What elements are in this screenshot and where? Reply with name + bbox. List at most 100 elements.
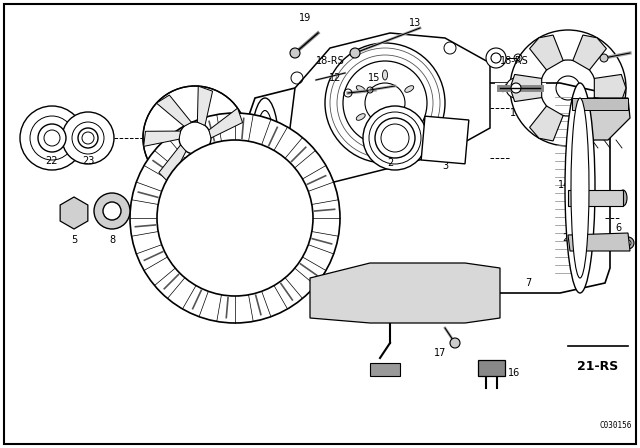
- Circle shape: [94, 193, 130, 229]
- Polygon shape: [159, 145, 186, 183]
- Circle shape: [82, 132, 94, 144]
- Polygon shape: [570, 98, 630, 140]
- Polygon shape: [144, 131, 180, 146]
- Text: 15: 15: [368, 73, 380, 83]
- Circle shape: [426, 282, 434, 290]
- Circle shape: [420, 303, 430, 313]
- Polygon shape: [370, 363, 400, 376]
- Text: 16: 16: [508, 368, 520, 378]
- Polygon shape: [595, 74, 626, 102]
- Text: 4: 4: [575, 153, 581, 163]
- Circle shape: [345, 303, 355, 313]
- Circle shape: [392, 275, 408, 291]
- Circle shape: [62, 112, 114, 164]
- Polygon shape: [530, 106, 563, 141]
- Polygon shape: [568, 233, 630, 251]
- Circle shape: [625, 240, 631, 246]
- Circle shape: [622, 237, 634, 249]
- Polygon shape: [285, 33, 490, 186]
- Text: 1: 1: [510, 108, 516, 118]
- Circle shape: [363, 106, 427, 170]
- Circle shape: [422, 278, 438, 294]
- Circle shape: [30, 116, 74, 160]
- Polygon shape: [205, 144, 245, 166]
- Circle shape: [452, 282, 468, 298]
- Polygon shape: [310, 263, 500, 323]
- Text: 12: 12: [329, 73, 341, 83]
- Circle shape: [600, 54, 608, 62]
- Ellipse shape: [565, 83, 595, 293]
- Polygon shape: [248, 83, 610, 293]
- Polygon shape: [573, 106, 606, 141]
- Ellipse shape: [383, 126, 387, 136]
- Text: 14: 14: [557, 180, 570, 190]
- Polygon shape: [572, 98, 628, 110]
- Polygon shape: [478, 360, 505, 376]
- Polygon shape: [568, 190, 623, 206]
- Circle shape: [44, 130, 60, 146]
- Text: 18-RS: 18-RS: [500, 56, 529, 66]
- Text: 7: 7: [525, 278, 531, 288]
- Circle shape: [107, 206, 117, 216]
- Ellipse shape: [619, 190, 627, 206]
- Circle shape: [486, 48, 506, 68]
- Circle shape: [375, 118, 415, 158]
- Text: 5: 5: [71, 235, 77, 245]
- Circle shape: [395, 303, 405, 313]
- Polygon shape: [573, 35, 606, 70]
- Text: C030156: C030156: [600, 421, 632, 430]
- Ellipse shape: [356, 114, 365, 121]
- Ellipse shape: [404, 86, 413, 92]
- Polygon shape: [156, 95, 191, 126]
- Circle shape: [370, 303, 380, 313]
- Polygon shape: [60, 197, 88, 229]
- Circle shape: [157, 140, 313, 296]
- Text: 23: 23: [82, 156, 94, 166]
- Ellipse shape: [356, 86, 365, 92]
- Circle shape: [362, 275, 378, 291]
- Circle shape: [506, 78, 526, 98]
- Text: 13: 13: [409, 18, 421, 28]
- Circle shape: [332, 280, 348, 296]
- Text: 21-RS: 21-RS: [577, 360, 619, 373]
- Circle shape: [350, 48, 360, 58]
- Circle shape: [465, 303, 475, 313]
- Circle shape: [491, 53, 501, 63]
- Text: 17: 17: [434, 348, 446, 358]
- Circle shape: [366, 279, 374, 287]
- Text: 24: 24: [563, 233, 575, 243]
- Text: 19: 19: [299, 13, 311, 23]
- Text: 18-RS: 18-RS: [316, 56, 344, 66]
- Polygon shape: [209, 108, 243, 138]
- Text: 6: 6: [615, 223, 621, 233]
- Circle shape: [78, 128, 98, 148]
- Polygon shape: [191, 153, 214, 188]
- Circle shape: [130, 113, 340, 323]
- Circle shape: [511, 83, 521, 93]
- Circle shape: [72, 122, 104, 154]
- Circle shape: [336, 284, 344, 292]
- Polygon shape: [530, 35, 563, 70]
- Circle shape: [290, 48, 300, 58]
- Circle shape: [66, 205, 82, 221]
- Circle shape: [445, 303, 455, 313]
- Circle shape: [143, 86, 247, 190]
- Circle shape: [179, 122, 211, 154]
- Text: 2: 2: [387, 158, 393, 168]
- Circle shape: [369, 112, 421, 164]
- Text: 8: 8: [109, 235, 115, 245]
- Circle shape: [450, 338, 460, 348]
- Ellipse shape: [383, 70, 387, 80]
- Ellipse shape: [404, 114, 413, 121]
- Circle shape: [381, 124, 409, 152]
- Circle shape: [396, 279, 404, 287]
- Text: 3: 3: [442, 161, 448, 171]
- Text: 22: 22: [45, 156, 58, 166]
- Circle shape: [456, 286, 464, 294]
- Polygon shape: [197, 86, 212, 125]
- Ellipse shape: [571, 98, 589, 278]
- Circle shape: [20, 106, 84, 170]
- Text: 20: 20: [234, 148, 246, 158]
- Circle shape: [38, 124, 66, 152]
- Polygon shape: [510, 74, 541, 102]
